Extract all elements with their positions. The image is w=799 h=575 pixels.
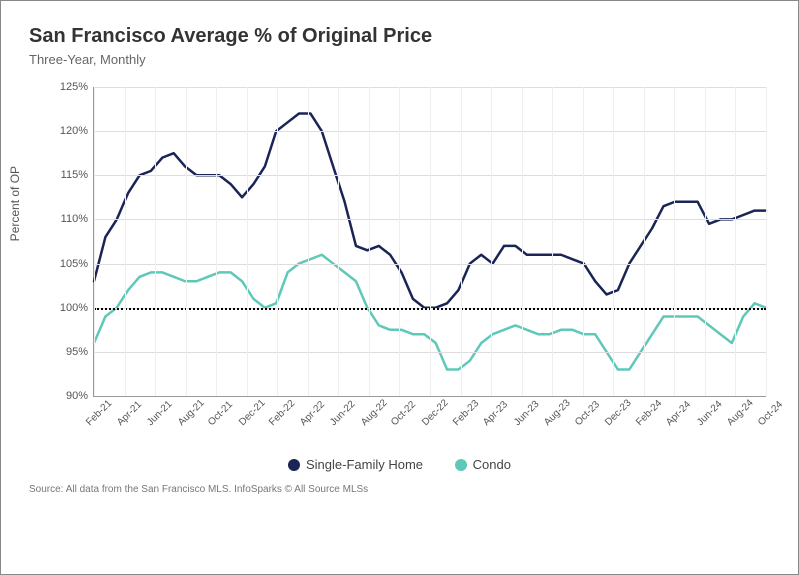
y-tick-label: 95% xyxy=(66,346,88,358)
x-tick-label: Dec-23 xyxy=(603,398,634,429)
y-axis-label: Percent of OP xyxy=(8,166,22,241)
y-tick-label: 110% xyxy=(61,213,88,225)
x-tick-label: Feb-22 xyxy=(267,398,297,428)
x-tick-label: Aug-22 xyxy=(359,398,390,429)
x-tick-label: Oct-24 xyxy=(756,399,785,428)
legend-item-single-family: Single-Family Home xyxy=(288,457,423,472)
legend-item-condo: Condo xyxy=(455,457,511,472)
x-tick-label: Jun-24 xyxy=(695,399,724,428)
x-tick-label: Jun-22 xyxy=(328,399,357,428)
x-tick-label: Oct-22 xyxy=(390,399,419,428)
x-tick-label: Dec-21 xyxy=(237,398,268,429)
y-tick-label: 100% xyxy=(60,302,88,314)
x-tick-label: Feb-21 xyxy=(84,398,114,428)
legend-label: Condo xyxy=(473,457,511,472)
x-tick-label: Aug-24 xyxy=(726,398,757,429)
x-tick-label: Aug-23 xyxy=(542,398,573,429)
x-tick-label: Feb-23 xyxy=(451,398,481,428)
legend: Single-Family Home Condo xyxy=(29,457,770,474)
x-tick-label: Apr-23 xyxy=(481,399,510,428)
x-tick-label: Jun-23 xyxy=(512,399,541,428)
x-tick-label: Oct-21 xyxy=(206,399,235,428)
x-tick-label: Apr-21 xyxy=(115,399,144,428)
chart-container: San Francisco Average % of Original Pric… xyxy=(0,0,799,575)
y-tick-label: 90% xyxy=(66,390,88,402)
legend-dot-icon xyxy=(288,459,300,471)
y-tick-label: 125% xyxy=(60,81,88,93)
x-tick-label: Apr-24 xyxy=(664,399,693,428)
chart-subtitle: Three-Year, Monthly xyxy=(29,52,770,67)
x-tick-label: Dec-22 xyxy=(420,398,451,429)
x-tick-label: Oct-23 xyxy=(573,399,602,428)
plot-area: 90%95%100%105%110%115%120%125%Feb-21Apr-… xyxy=(93,87,766,397)
chart-title: San Francisco Average % of Original Pric… xyxy=(29,25,770,48)
y-tick-label: 105% xyxy=(60,258,88,270)
x-tick-label: Jun-21 xyxy=(145,399,174,428)
legend-dot-icon xyxy=(455,459,467,471)
source-text: Source: All data from the San Francisco … xyxy=(29,484,770,495)
y-tick-label: 120% xyxy=(60,125,88,137)
y-tick-label: 115% xyxy=(61,169,88,181)
chart-area: Percent of OP 90%95%100%105%110%115%120%… xyxy=(29,87,770,457)
x-tick-label: Aug-21 xyxy=(176,398,207,429)
x-tick-label: Apr-22 xyxy=(298,399,327,428)
legend-label: Single-Family Home xyxy=(306,457,423,472)
x-tick-label: Feb-24 xyxy=(634,398,664,428)
